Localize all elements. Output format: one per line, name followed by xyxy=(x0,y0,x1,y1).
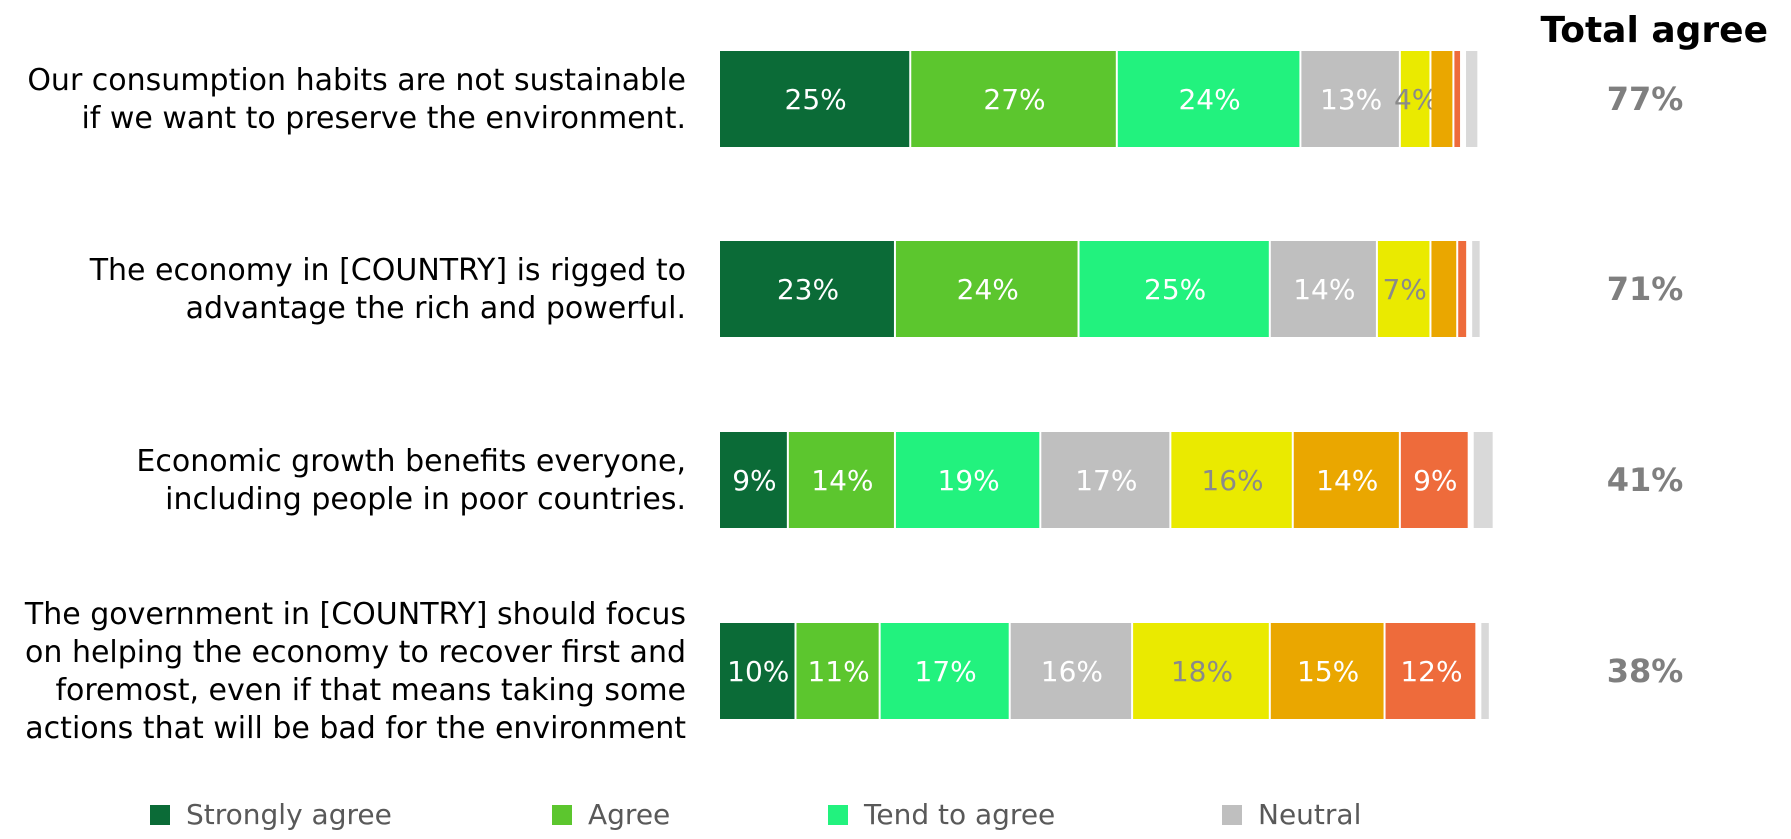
data-label: 18% xyxy=(1171,655,1233,688)
category-label: The economy in [COUNTRY] is rigged to xyxy=(89,253,686,288)
category-label: Economic growth benefits everyone, xyxy=(136,444,686,479)
legend-swatch xyxy=(1222,805,1242,825)
total-agree-header: Total agree xyxy=(1540,10,1768,51)
data-label: 19% xyxy=(938,464,1000,497)
bar-segment xyxy=(1472,241,1480,337)
bar-segment xyxy=(720,241,894,337)
bar-segment xyxy=(1400,432,1468,528)
bar-segment xyxy=(895,432,1040,528)
bar-segment xyxy=(1473,432,1493,528)
total-agree-value: 71% xyxy=(1607,270,1684,308)
legend-entry: Agree xyxy=(588,798,670,831)
category-label: advantage the rich and powerful. xyxy=(186,291,686,326)
data-label: 15% xyxy=(1297,655,1359,688)
data-label: 13% xyxy=(1320,83,1382,116)
category-label: including people in poor countries. xyxy=(165,482,686,517)
category-label: if we want to preserve the environment. xyxy=(81,101,686,136)
bar-segment xyxy=(1458,241,1467,337)
bar-segment xyxy=(1171,432,1292,528)
data-label: 24% xyxy=(1178,83,1240,116)
bar-segment xyxy=(1270,241,1376,337)
data-label: 17% xyxy=(915,655,977,688)
category-label: on helping the economy to recover first … xyxy=(25,635,686,670)
total-agree-value: 38% xyxy=(1607,652,1684,690)
bar-segment xyxy=(720,432,787,528)
data-label: 24% xyxy=(957,273,1019,306)
data-label: 16% xyxy=(1201,464,1263,497)
bar-segment xyxy=(1454,51,1461,147)
total-agree-value: 77% xyxy=(1607,80,1684,118)
data-label: 7% xyxy=(1382,273,1426,306)
bar-segment xyxy=(720,51,910,147)
data-label: 9% xyxy=(732,464,776,497)
data-label: 25% xyxy=(785,83,847,116)
bar-segment xyxy=(1377,241,1430,337)
data-label: 10% xyxy=(727,655,789,688)
legend-swatch xyxy=(150,805,170,825)
category-label: foremost, even if that means taking some xyxy=(55,673,686,708)
legend-entry: Neutral xyxy=(1258,798,1361,831)
bar-segment xyxy=(720,623,795,719)
legend-swatch xyxy=(828,805,848,825)
bar-segment xyxy=(1301,51,1399,147)
data-label: 16% xyxy=(1041,655,1103,688)
data-label: 12% xyxy=(1400,655,1462,688)
bar-segment xyxy=(1385,623,1476,719)
data-label: 25% xyxy=(1144,273,1206,306)
category-label: Our consumption habits are not sustainab… xyxy=(27,63,686,98)
bar-segment xyxy=(1466,51,1478,147)
data-label: 27% xyxy=(983,83,1045,116)
data-label: 9% xyxy=(1413,464,1457,497)
data-label: 14% xyxy=(811,464,873,497)
data-label: 11% xyxy=(807,655,869,688)
data-label: 14% xyxy=(1293,273,1355,306)
legend-entry: Tend to agree xyxy=(863,798,1055,831)
bar-segment xyxy=(1117,51,1300,147)
data-label: 4% xyxy=(1394,83,1438,116)
category-label: actions that will be bad for the environ… xyxy=(25,711,686,746)
bar-segment xyxy=(895,241,1078,337)
bar-segment xyxy=(1041,432,1170,528)
data-label: 17% xyxy=(1075,464,1137,497)
data-label: 14% xyxy=(1316,464,1378,497)
bar-segment xyxy=(880,623,1009,719)
bar-segment xyxy=(1010,623,1132,719)
category-label: The government in [COUNTRY] should focus xyxy=(24,597,686,632)
bar-segment xyxy=(1293,432,1399,528)
data-label: 23% xyxy=(777,273,839,306)
bar-segment xyxy=(1400,51,1430,147)
legend-swatch xyxy=(552,805,572,825)
bar-segment xyxy=(1481,623,1489,719)
bar-segment xyxy=(1431,241,1457,337)
bar-segment xyxy=(796,623,879,719)
bar-segment xyxy=(1431,51,1453,147)
bar-segment xyxy=(1270,623,1384,719)
total-agree-value: 41% xyxy=(1607,461,1684,499)
bar-segment xyxy=(788,432,894,528)
bar-segment xyxy=(911,51,1116,147)
bar-segment xyxy=(1079,241,1269,337)
legend-entry: Strongly agree xyxy=(186,798,392,831)
bar-segment xyxy=(1133,623,1269,719)
